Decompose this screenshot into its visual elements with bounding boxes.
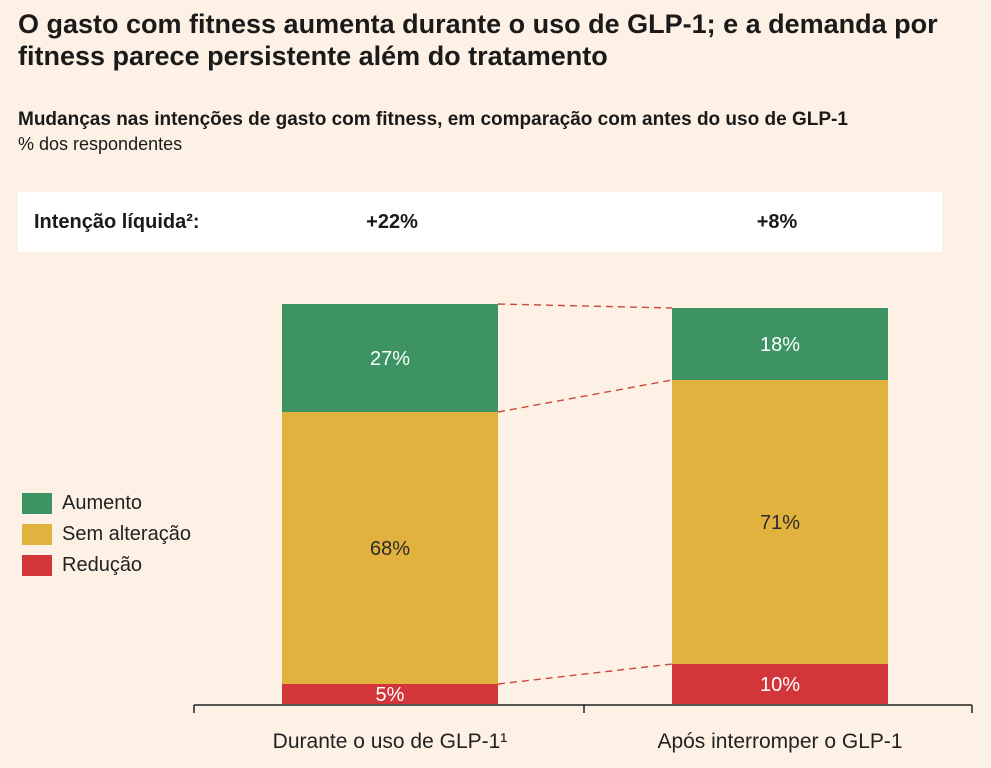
bar-segment-decrease-1 [672, 664, 888, 704]
legend-swatch-decrease [22, 555, 52, 576]
legend-item-increase: Aumento [22, 488, 191, 519]
connector-line-1 [497, 663, 673, 685]
legend-swatch-no-change [22, 524, 52, 545]
data-label-no-change-0: 68% [370, 538, 410, 560]
net-intention-value-after: +8% [756, 211, 798, 233]
legend-label-increase: Aumento [62, 492, 143, 514]
connector-line-3 [497, 303, 673, 309]
connector-line-2 [497, 379, 673, 413]
bar-segment-decrease-0 [282, 684, 498, 704]
legend-item-decrease: Redução [22, 550, 191, 581]
unit-label: % dos respondentes [18, 134, 183, 154]
legend: Aumento Sem alteração Redução [22, 488, 191, 581]
net-intention-row: Intenção líquida²: +22% +8% [18, 192, 942, 252]
net-intention-value-during: +22% [366, 211, 418, 233]
legend-swatch-increase [22, 493, 52, 514]
data-label-increase-1: 18% [760, 334, 800, 356]
bar-segment-no-change-1 [672, 380, 888, 664]
bar-segment-no-change-0 [282, 412, 498, 684]
category-label-0: Durante o uso de GLP-1¹ [273, 730, 508, 753]
data-label-decrease-1: 10% [760, 674, 800, 696]
data-label-decrease-0: 5% [376, 684, 405, 706]
data-label-no-change-1: 71% [760, 512, 800, 534]
legend-item-no-change: Sem alteração [22, 519, 191, 550]
data-label-increase-0: 27% [370, 348, 410, 370]
net-intention-label: Intenção líquida²: [34, 211, 200, 233]
bar-segment-increase-1 [672, 308, 888, 380]
chart-subtitle: Mudanças nas intenções de gasto com fitn… [18, 109, 848, 130]
legend-label-decrease: Redução [62, 554, 143, 576]
category-label-1: Após interromper o GLP-1 [657, 730, 902, 753]
chart-title: O gasto com fitness aumenta durante o us… [18, 9, 938, 71]
legend-label-no-change: Sem alteração [62, 523, 191, 545]
bar-segment-increase-0 [282, 304, 498, 412]
